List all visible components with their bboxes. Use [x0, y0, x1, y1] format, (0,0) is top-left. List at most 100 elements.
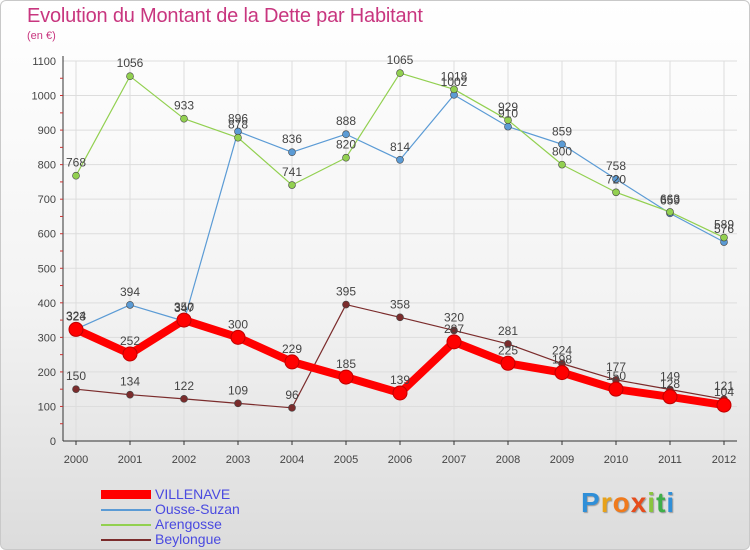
data-label: 576: [714, 222, 734, 236]
legend-swatch: [101, 538, 151, 541]
legend: VILLENAVE Ousse-Suzan Arengosse Beylongue: [101, 487, 240, 547]
data-label: 198: [552, 353, 572, 367]
data-label: 323: [66, 309, 86, 323]
x-tick-label: 2012: [712, 454, 736, 466]
data-label: 150: [66, 369, 86, 383]
x-tick-label: 2005: [334, 454, 358, 466]
data-label: 1056: [117, 56, 144, 70]
legend-label: VILLENAVE: [155, 486, 231, 502]
data-point: [122, 346, 138, 362]
data-label: 139: [390, 373, 410, 387]
x-tick-label: 2009: [550, 454, 574, 466]
data-label: 109: [228, 383, 248, 397]
data-label: 224: [552, 344, 572, 358]
data-point: [176, 312, 192, 328]
legend-item: Beylongue: [101, 532, 240, 547]
data-label: 910: [498, 107, 518, 121]
data-point: [342, 153, 350, 162]
y-tick-label: 400: [38, 298, 56, 310]
proxiti-logo: Proxiti: [581, 487, 676, 518]
data-point: [612, 188, 620, 197]
data-label: 1002: [441, 75, 468, 89]
y-tick-label: 100: [38, 401, 56, 413]
data-point: [342, 130, 350, 139]
chart-unit: (en €): [27, 30, 56, 42]
data-point: [558, 160, 566, 169]
x-tick-label: 2006: [388, 454, 412, 466]
data-label: 758: [606, 159, 626, 173]
data-label: 896: [228, 111, 248, 125]
data-label: 229: [282, 342, 302, 356]
y-tick-label: 0: [50, 436, 56, 448]
data-point: [288, 404, 296, 412]
data-point: [126, 72, 134, 80]
data-label: 128: [660, 377, 680, 391]
data-label: 395: [336, 285, 356, 299]
data-point: [666, 208, 674, 216]
y-tick-label: 900: [38, 125, 56, 137]
data-label: 150: [606, 369, 626, 383]
chart-title: Evolution du Montant de la Dette par Hab…: [27, 5, 423, 27]
data-point: [68, 321, 84, 337]
data-point: [72, 171, 80, 180]
legend-label: Beylongue: [155, 531, 222, 547]
data-label: 104: [714, 385, 734, 399]
data-label: 859: [552, 124, 572, 138]
data-point: [396, 156, 404, 164]
y-tick-label: 700: [38, 194, 56, 206]
data-point: [288, 148, 296, 156]
data-point: [342, 300, 350, 309]
data-label: 1065: [387, 53, 414, 67]
data-point: [608, 381, 624, 397]
data-label: 800: [552, 145, 572, 159]
data-point: [450, 85, 458, 94]
data-label: 347: [174, 301, 194, 315]
data-label: 121: [714, 379, 734, 393]
data-label: 225: [498, 343, 518, 357]
data-point: [558, 140, 566, 149]
y-tick-label: 600: [38, 229, 56, 241]
data-label: 96: [285, 388, 299, 402]
data-label: 589: [714, 218, 734, 232]
y-tick-label: 1000: [32, 91, 56, 103]
data-label: 358: [390, 297, 410, 311]
legend-swatch: [101, 508, 151, 511]
x-tick-label: 2010: [604, 454, 628, 466]
data-point: [234, 133, 242, 142]
data-point: [504, 122, 512, 131]
x-tick-label: 2004: [280, 454, 304, 466]
data-label: 659: [660, 193, 680, 207]
data-label: 149: [660, 370, 680, 384]
data-label: 177: [606, 360, 626, 374]
data-label: 888: [336, 114, 356, 128]
data-label: 720: [606, 172, 626, 186]
data-label: 350: [174, 300, 194, 314]
data-point: [720, 233, 728, 242]
data-point: [230, 329, 246, 345]
x-tick-label: 2001: [118, 454, 142, 466]
x-tick-label: 2007: [442, 454, 466, 466]
y-tick-label: 500: [38, 263, 56, 275]
data-point: [504, 340, 512, 348]
x-tick-label: 2002: [172, 454, 196, 466]
data-label: 741: [282, 165, 302, 179]
data-label: 122: [174, 379, 194, 393]
data-label: 663: [660, 192, 680, 206]
data-point: [288, 181, 296, 189]
data-point: [662, 389, 678, 405]
data-point: [396, 313, 404, 322]
data-label: 324: [66, 309, 86, 323]
legend-item: VILLENAVE: [101, 487, 240, 502]
data-point: [450, 326, 458, 335]
data-point: [284, 354, 300, 370]
data-label: 287: [444, 322, 464, 336]
data-point: [392, 385, 408, 401]
legend-swatch: [101, 523, 151, 526]
data-point: [234, 399, 242, 408]
x-tick-label: 2011: [658, 454, 682, 466]
data-label: 768: [66, 156, 86, 170]
data-label: 878: [228, 118, 248, 132]
x-tick-label: 2008: [496, 454, 520, 466]
